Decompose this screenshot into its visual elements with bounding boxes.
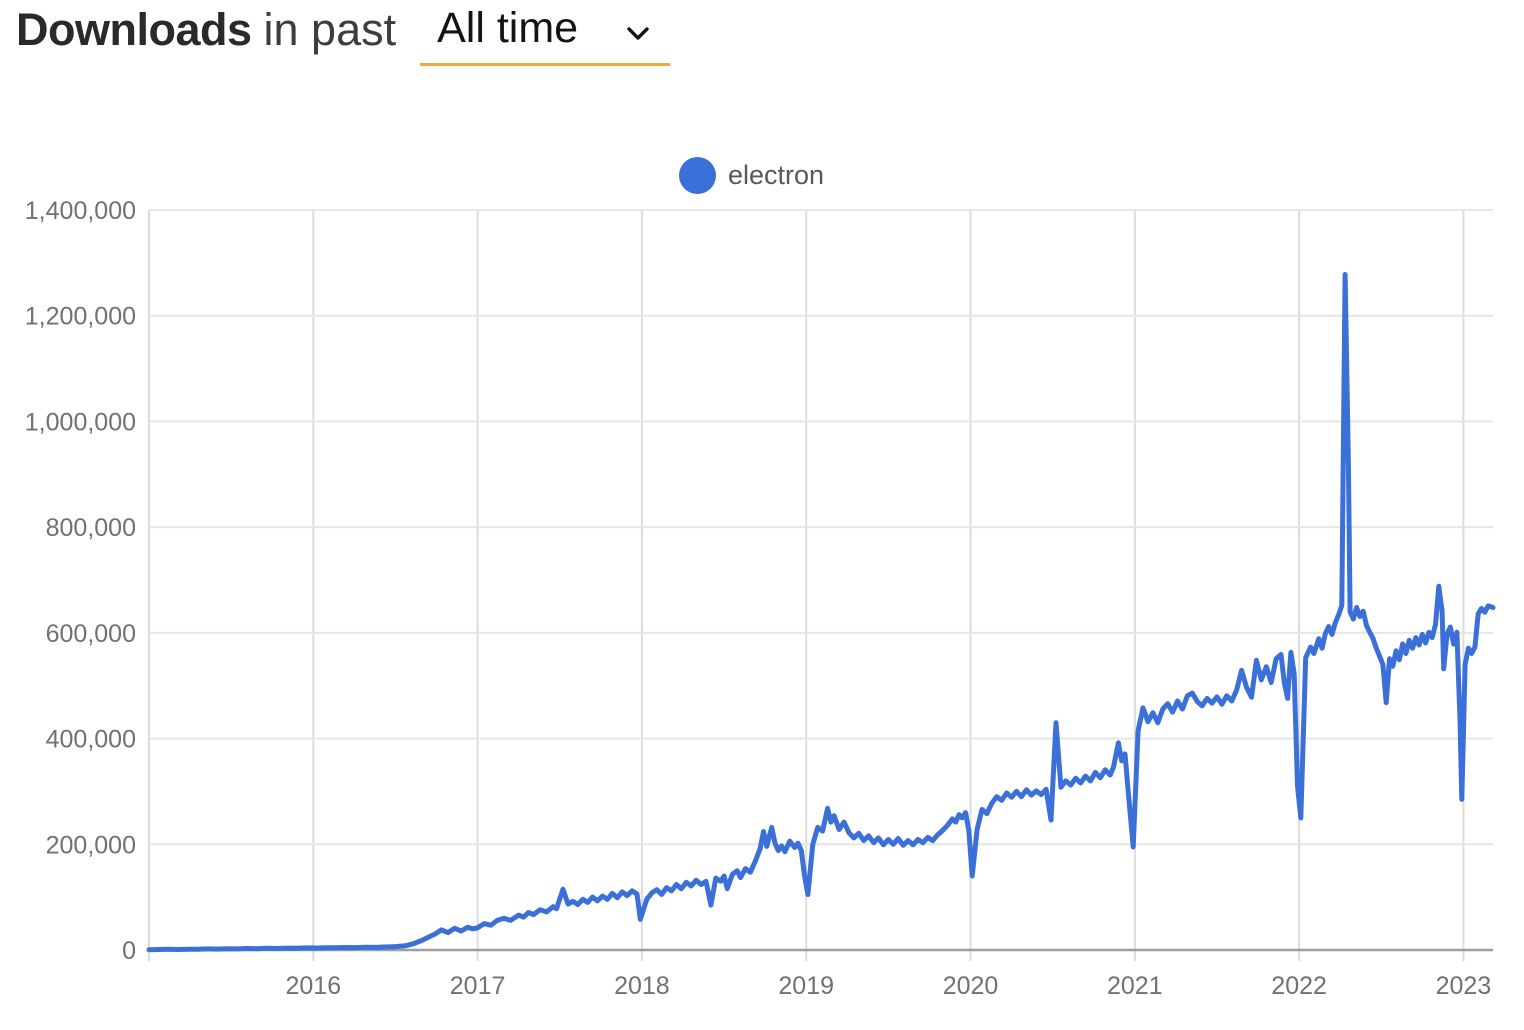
chevron-down-icon: [626, 26, 650, 46]
legend-marker-icon: [679, 157, 716, 194]
chart-legend[interactable]: electron: [679, 157, 824, 194]
y-axis-tick-label: 600,000: [46, 620, 136, 648]
x-axis-tick-label: 2017: [450, 972, 506, 1000]
time-range-value: All time: [437, 4, 579, 52]
x-axis-tick-label: 2022: [1271, 972, 1327, 1000]
y-axis-tick-label: 1,000,000: [25, 408, 136, 436]
y-axis-tick-label: 0: [122, 937, 136, 965]
x-axis-tick-label: 2016: [285, 972, 341, 1000]
y-axis-tick-label: 800,000: [46, 514, 136, 542]
page-title: Downloads in past All time: [16, 4, 671, 66]
downloads-line-series[interactable]: [146, 272, 1496, 953]
legend-label: electron: [728, 160, 825, 190]
y-axis-tick-label: 400,000: [46, 726, 136, 754]
x-axis-tick-label: 2023: [1436, 972, 1492, 1000]
x-axis-tick-label: 2019: [778, 972, 834, 1000]
time-range-selector[interactable]: All time: [420, 4, 671, 66]
y-axis-tick-label: 200,000: [46, 831, 136, 859]
page-title-downloads: Downloads: [16, 4, 252, 55]
y-axis-tick-label: 1,200,000: [25, 303, 136, 331]
y-axis-tick-label: 1,400,000: [25, 197, 136, 225]
x-axis-tick-label: 2020: [943, 972, 999, 1000]
x-axis-tick-label: 2021: [1107, 972, 1163, 1000]
x-axis-tick-label: 2018: [614, 972, 670, 1000]
page-title-in-past: in past: [263, 4, 397, 55]
